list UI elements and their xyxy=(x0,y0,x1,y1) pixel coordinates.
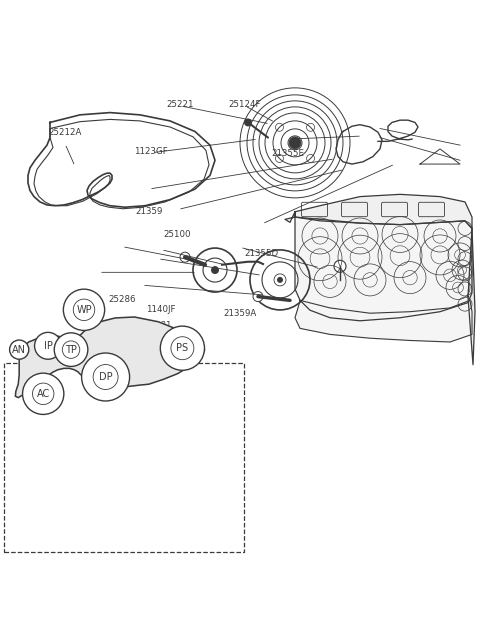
Text: IP: IP xyxy=(11,467,22,477)
Polygon shape xyxy=(295,212,472,321)
Circle shape xyxy=(277,277,283,283)
Polygon shape xyxy=(295,301,472,342)
Text: TENSIONER PULLEY: TENSIONER PULLEY xyxy=(36,484,133,495)
Circle shape xyxy=(211,266,219,274)
Text: POWER STEERING: POWER STEERING xyxy=(36,519,126,529)
Text: DP: DP xyxy=(99,372,112,382)
Text: WP: WP xyxy=(76,305,92,315)
Text: AN: AN xyxy=(11,415,27,425)
Text: 25285P: 25285P xyxy=(82,329,115,339)
Text: AN: AN xyxy=(12,345,26,354)
FancyBboxPatch shape xyxy=(4,363,244,552)
Text: AIR CON COMPRESSOR: AIR CON COMPRESSOR xyxy=(36,432,151,443)
Text: 1140JF: 1140JF xyxy=(146,305,176,314)
Polygon shape xyxy=(285,195,472,228)
Circle shape xyxy=(334,261,346,272)
Text: 1123GF: 1123GF xyxy=(134,147,168,156)
Text: 25283: 25283 xyxy=(128,349,156,358)
Text: IP: IP xyxy=(44,341,52,351)
Text: 25281: 25281 xyxy=(144,321,172,330)
Circle shape xyxy=(23,373,64,415)
Text: TP: TP xyxy=(65,345,77,354)
Text: 21359A: 21359A xyxy=(223,309,257,318)
Polygon shape xyxy=(468,228,475,365)
Polygon shape xyxy=(15,317,204,398)
Circle shape xyxy=(82,353,130,401)
Circle shape xyxy=(10,340,29,359)
Text: PS: PS xyxy=(11,519,25,529)
Text: 25100: 25100 xyxy=(164,230,192,239)
Text: 21355E: 21355E xyxy=(272,149,304,158)
Circle shape xyxy=(35,332,61,359)
Text: AC: AC xyxy=(11,432,26,443)
Circle shape xyxy=(180,252,190,262)
Text: TP: TP xyxy=(11,484,25,495)
Text: 21355D: 21355D xyxy=(244,249,279,257)
Text: 25286: 25286 xyxy=(108,295,136,304)
Text: PS: PS xyxy=(176,343,189,353)
Text: 21359: 21359 xyxy=(135,207,163,216)
Text: WP: WP xyxy=(11,501,29,512)
Circle shape xyxy=(244,119,252,126)
Text: DAMPER PULLEY: DAMPER PULLEY xyxy=(36,450,118,460)
Text: AC: AC xyxy=(36,389,50,399)
Circle shape xyxy=(289,137,301,149)
Circle shape xyxy=(253,292,263,302)
Text: DP: DP xyxy=(11,450,26,460)
Text: ALTERNATOR: ALTERNATOR xyxy=(36,415,100,425)
Circle shape xyxy=(54,333,88,366)
Circle shape xyxy=(63,289,105,330)
Text: 25124F: 25124F xyxy=(228,100,261,109)
Text: 25221: 25221 xyxy=(166,100,194,109)
Text: 25212A: 25212A xyxy=(48,127,82,137)
Text: IDLER PULLEY: IDLER PULLEY xyxy=(36,467,105,477)
Text: WATER PUMP: WATER PUMP xyxy=(36,501,102,512)
Circle shape xyxy=(160,326,204,370)
